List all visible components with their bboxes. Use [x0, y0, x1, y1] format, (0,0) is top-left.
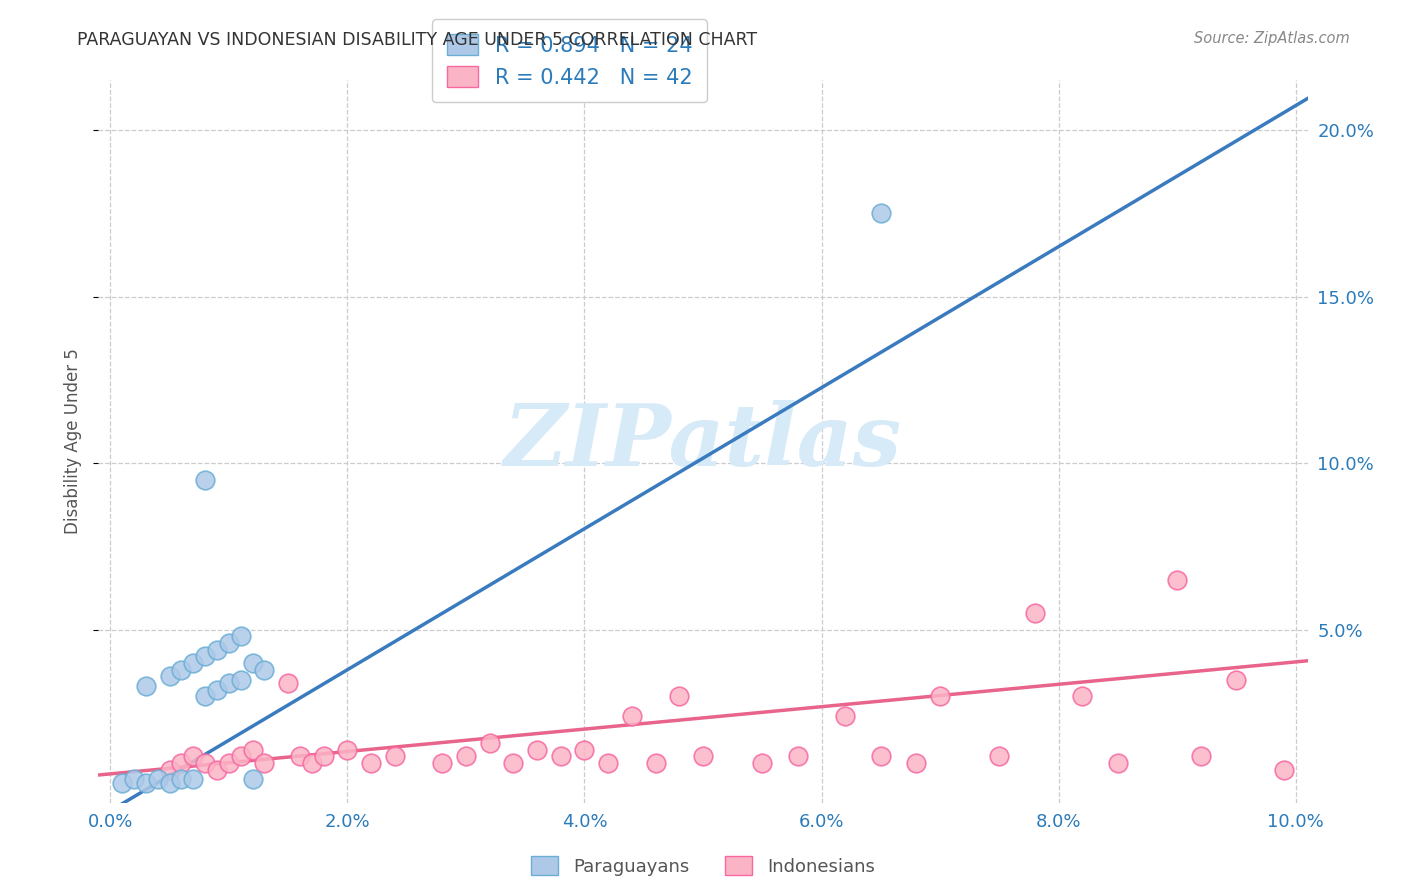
Point	[181, 749, 204, 764]
Point	[205, 642, 228, 657]
Point	[194, 473, 217, 487]
Point	[253, 663, 276, 677]
Point	[301, 756, 323, 770]
Point	[218, 756, 240, 770]
Legend: Paraguayans, Indonesians: Paraguayans, Indonesians	[524, 849, 882, 883]
Point	[1272, 763, 1295, 777]
Point	[277, 676, 299, 690]
Point	[834, 709, 856, 723]
Text: PARAGUAYAN VS INDONESIAN DISABILITY AGE UNDER 5 CORRELATION CHART: PARAGUAYAN VS INDONESIAN DISABILITY AGE …	[77, 31, 758, 49]
Point	[122, 772, 145, 787]
Text: ZIPatlas: ZIPatlas	[503, 400, 903, 483]
Point	[159, 669, 181, 683]
Point	[312, 749, 335, 764]
Point	[146, 772, 169, 787]
Point	[550, 749, 572, 764]
Point	[253, 756, 276, 770]
Text: Source: ZipAtlas.com: Source: ZipAtlas.com	[1194, 31, 1350, 46]
Point	[229, 673, 252, 687]
Point	[929, 690, 952, 704]
Point	[384, 749, 406, 764]
Point	[668, 690, 690, 704]
Point	[170, 756, 193, 770]
Point	[111, 776, 134, 790]
Point	[1225, 673, 1247, 687]
Point	[905, 756, 928, 770]
Point	[135, 776, 157, 790]
Point	[869, 206, 891, 220]
Point	[751, 756, 773, 770]
Point	[205, 763, 228, 777]
Point	[181, 772, 204, 787]
Point	[170, 772, 193, 787]
Point	[242, 742, 264, 756]
Point	[218, 676, 240, 690]
Point	[194, 756, 217, 770]
Point	[336, 742, 359, 756]
Point	[502, 756, 524, 770]
Point	[135, 679, 157, 693]
Point	[229, 749, 252, 764]
Point	[620, 709, 643, 723]
Point	[194, 649, 217, 664]
Point	[574, 742, 596, 756]
Point	[159, 776, 181, 790]
Point	[170, 663, 193, 677]
Point	[1071, 690, 1094, 704]
Point	[242, 772, 264, 787]
Point	[598, 756, 620, 770]
Point	[205, 682, 228, 697]
Y-axis label: Disability Age Under 5: Disability Age Under 5	[65, 349, 83, 534]
Point	[194, 690, 217, 704]
Point	[218, 636, 240, 650]
Point	[692, 749, 714, 764]
Point	[360, 756, 382, 770]
Point	[526, 742, 548, 756]
Point	[786, 749, 808, 764]
Point	[1189, 749, 1212, 764]
Point	[1107, 756, 1129, 770]
Point	[181, 656, 204, 670]
Point	[242, 656, 264, 670]
Point	[454, 749, 477, 764]
Point	[229, 629, 252, 643]
Point	[644, 756, 666, 770]
Point	[432, 756, 454, 770]
Point	[869, 749, 891, 764]
Point	[988, 749, 1011, 764]
Point	[478, 736, 501, 750]
Point	[288, 749, 311, 764]
Point	[1166, 573, 1188, 587]
Point	[159, 763, 181, 777]
Point	[1024, 606, 1046, 620]
